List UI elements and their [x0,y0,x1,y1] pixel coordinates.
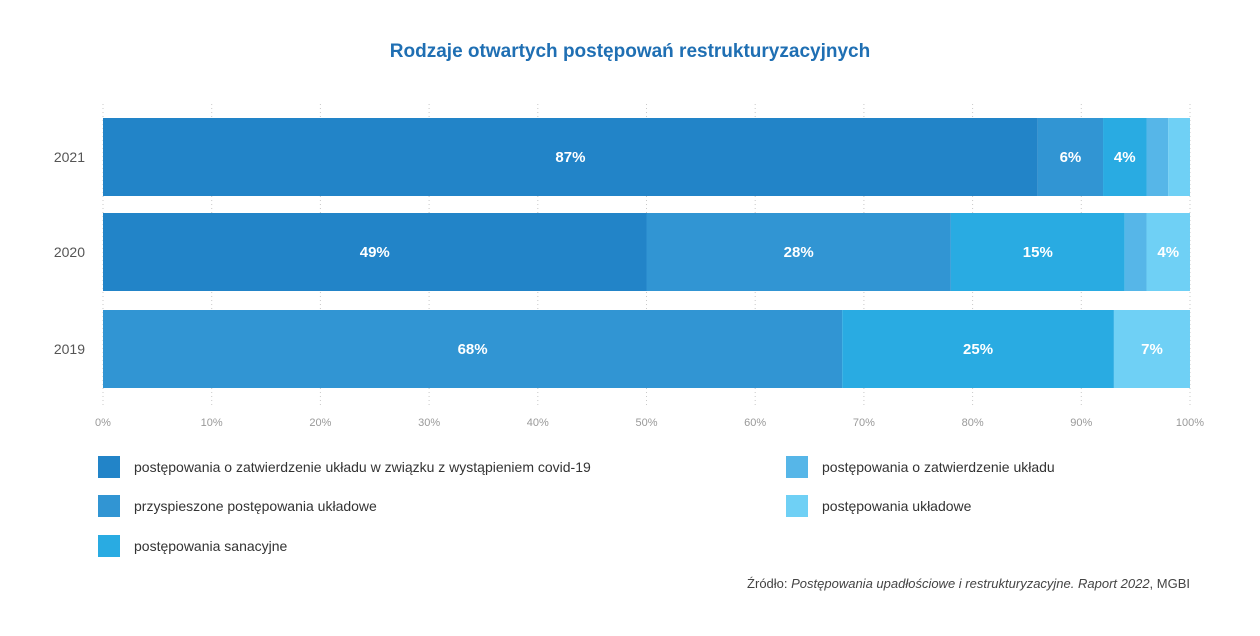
source-suffix: , MGBI [1149,576,1190,591]
legend-item-covid: postępowania o zatwierdzenie układu w zw… [98,455,591,479]
legend-swatch [98,495,120,517]
x-tick-label: 50% [635,417,657,429]
x-tick-label: 80% [962,417,984,429]
bar-segment [1037,118,1104,196]
bar-value-label: 15% [1023,244,1053,261]
legend-label: postępowania o zatwierdzenie układu [822,459,1055,475]
source-title: Postępowania upadłościowe i restrukturyz… [791,576,1150,591]
legend-label: przyspieszone postępowania układowe [134,498,377,514]
x-tick-label: 70% [853,417,875,429]
legend-swatch [786,456,808,478]
legend-label: postępowania sanacyjne [134,538,288,554]
legend-label: postępowania układowe [822,498,972,514]
bars [103,118,1190,388]
bar-value-label: 28% [784,244,814,261]
category-label: 2021 [54,149,85,165]
legend-item-sanacyjne: postępowania sanacyjne [98,534,287,558]
bar-value-label: 49% [360,244,390,261]
legend-swatch [98,535,120,557]
x-tick-label: 40% [527,417,549,429]
bar-value-label: 4% [1157,244,1179,261]
bar-segment [103,213,647,291]
legend-item-przyspieszone: przyspieszone postępowania układowe [98,494,377,518]
category-label: 2019 [54,341,85,357]
legend-item-zatwierdzenie: postępowania o zatwierdzenie układu [786,455,1055,479]
legend-label: postępowania o zatwierdzenie układu w zw… [134,459,591,475]
bar-segment [1113,310,1190,388]
bar-segment [950,213,1125,291]
bar-segment [1103,118,1147,196]
bar-segment [1124,213,1147,291]
x-tick-label: 90% [1070,417,1092,429]
stacked-bar-chart: 87% 6% 4%49% 28% 15% 4%68% 25% 7% 202120202019 … [54,104,1204,429]
legend-item-ukladowe: postępowania układowe [786,494,971,518]
bar-segment [842,310,1114,388]
bar-segment [1146,213,1190,291]
legend-swatch [786,495,808,517]
bar-segment [1168,118,1190,196]
bar-value-labels: 87% 6% 4% 49% 28% 15% 4% 68% 25% 7% [360,149,1179,358]
bar-value-label: 6% [1060,149,1082,166]
x-tick-label: 100% [1176,417,1204,429]
bar-segment [1146,118,1169,196]
bar-value-label: 25% [963,341,993,358]
x-tick-label: 30% [418,417,440,429]
category-labels: 2021 2020 2019 [54,149,85,357]
chart-title: Rodzaje otwartych postępowań restruktury… [389,41,871,62]
x-axis-ticks: 0% 10% 20% 30% 40% 50% 60% 70% 80% 90% 100% [95,417,1204,429]
bar-segment [103,118,1038,196]
legend-swatch [98,456,120,478]
bar-segment [103,310,843,388]
x-tick-label: 60% [744,417,766,429]
bar-segment [646,213,951,291]
x-tick-label: 10% [201,417,223,429]
source-note: Źródło: Postępowania upadłościowe i rest… [747,576,1190,591]
x-tick-label: 0% [95,417,111,429]
bar-value-label: 7% [1141,341,1163,358]
bar-value-label: 4% [1114,149,1136,166]
category-label: 2020 [54,244,85,260]
source-prefix: Źródło: [747,576,792,591]
bar-value-label: 87% [555,149,585,166]
bar-value-label: 68% [458,341,488,358]
x-tick-label: 20% [309,417,331,429]
